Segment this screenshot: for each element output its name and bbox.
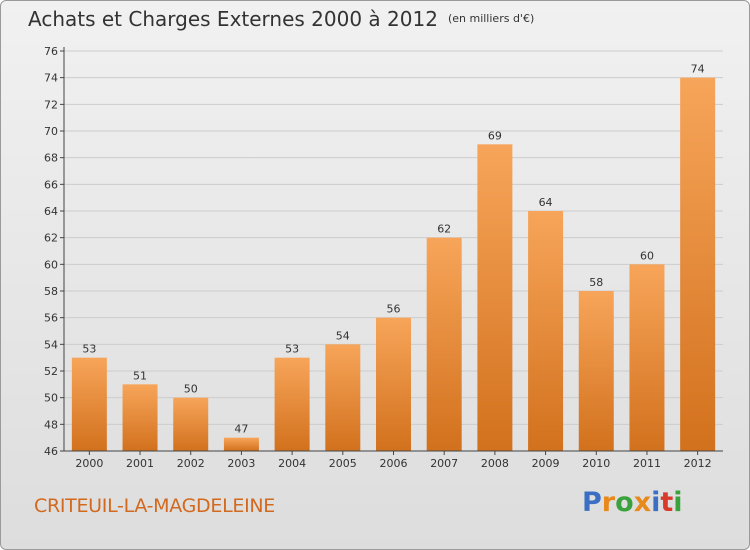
y-tick-label: 66	[44, 178, 58, 191]
x-tick-label: 2009	[532, 457, 560, 470]
bar	[173, 397, 209, 451]
y-tick-label: 76	[44, 45, 58, 58]
logo-letter: i	[673, 487, 683, 518]
x-tick-label: 2006	[380, 457, 408, 470]
bar	[223, 437, 259, 451]
chart-unit: (en milliers d'€)	[447, 12, 535, 25]
x-tick-label: 2011	[633, 457, 661, 470]
y-tick-label: 54	[44, 338, 58, 351]
logo-letter: r	[601, 487, 616, 518]
bars	[71, 77, 716, 452]
bar	[477, 144, 513, 452]
bar	[376, 317, 411, 451]
logo-letter: x	[633, 487, 652, 518]
bar-value-label: 51	[133, 369, 147, 382]
y-tick-label: 48	[44, 418, 58, 431]
x-tick-label: 2002	[177, 457, 205, 470]
proxiti-logo[interactable]: Proxiti	[582, 487, 683, 518]
bar-value-label: 50	[184, 383, 198, 396]
bar	[122, 384, 158, 451]
x-tick-label: 2008	[481, 457, 509, 470]
chart-title: Achats et Charges Externes 2000 à 2012 (e…	[28, 7, 534, 31]
bar	[680, 77, 716, 452]
y-tick-label: 72	[44, 98, 58, 111]
bar-value-label: 64	[539, 196, 553, 209]
y-tick-label: 64	[44, 205, 58, 218]
bar	[426, 237, 462, 451]
y-tick-label: 52	[44, 365, 58, 378]
x-tick-label: 2007	[430, 457, 458, 470]
y-tick-label: 70	[44, 125, 58, 138]
y-tick-label: 62	[44, 232, 58, 245]
bar-value-label: 54	[336, 329, 350, 342]
bar-value-label: 58	[589, 276, 603, 289]
axes	[60, 47, 723, 455]
x-tick-label: 2000	[75, 457, 103, 470]
bar-value-label: 69	[488, 129, 502, 142]
y-tick-label: 74	[44, 72, 58, 85]
bar-value-label: 74	[691, 63, 705, 76]
bar	[71, 357, 107, 451]
x-tick-label: 2010	[582, 457, 610, 470]
x-tick-label: 2003	[227, 457, 255, 470]
y-tick-label: 60	[44, 258, 58, 271]
bar-value-label: 47	[234, 423, 248, 436]
bar-value-label: 60	[640, 249, 654, 262]
bar	[578, 291, 614, 451]
y-tick-label: 56	[44, 312, 58, 325]
commune-name: CRITEUIL-LA-MAGDELEINE	[34, 495, 275, 517]
bar-value-label: 53	[285, 343, 299, 356]
logo-letter: i	[651, 487, 661, 518]
labels: 46 48 50 52 54 56 58 60 62 64 66 68 70 72 74 76 53 2000 51…	[44, 45, 712, 470]
logo-letter: o	[615, 487, 634, 518]
y-tick-label: 68	[44, 152, 58, 165]
y-tick-label: 46	[44, 445, 58, 458]
y-tick-label: 58	[44, 285, 58, 298]
bar	[629, 264, 665, 451]
bar-value-label: 53	[82, 343, 96, 356]
logo-letter: t	[660, 487, 674, 518]
bar	[325, 344, 361, 451]
chart-title-text: Achats et Charges Externes 2000 à 2012	[28, 7, 438, 31]
x-tick-label: 2005	[329, 457, 357, 470]
bar-value-label: 56	[387, 303, 401, 316]
bar	[528, 211, 564, 451]
bar	[274, 357, 310, 451]
y-tick-label: 50	[44, 392, 58, 405]
bar-value-label: 62	[437, 223, 451, 236]
x-tick-label: 2012	[684, 457, 712, 470]
logo-letter: P	[582, 487, 602, 518]
x-tick-label: 2001	[126, 457, 154, 470]
x-tick-label: 2004	[278, 457, 306, 470]
